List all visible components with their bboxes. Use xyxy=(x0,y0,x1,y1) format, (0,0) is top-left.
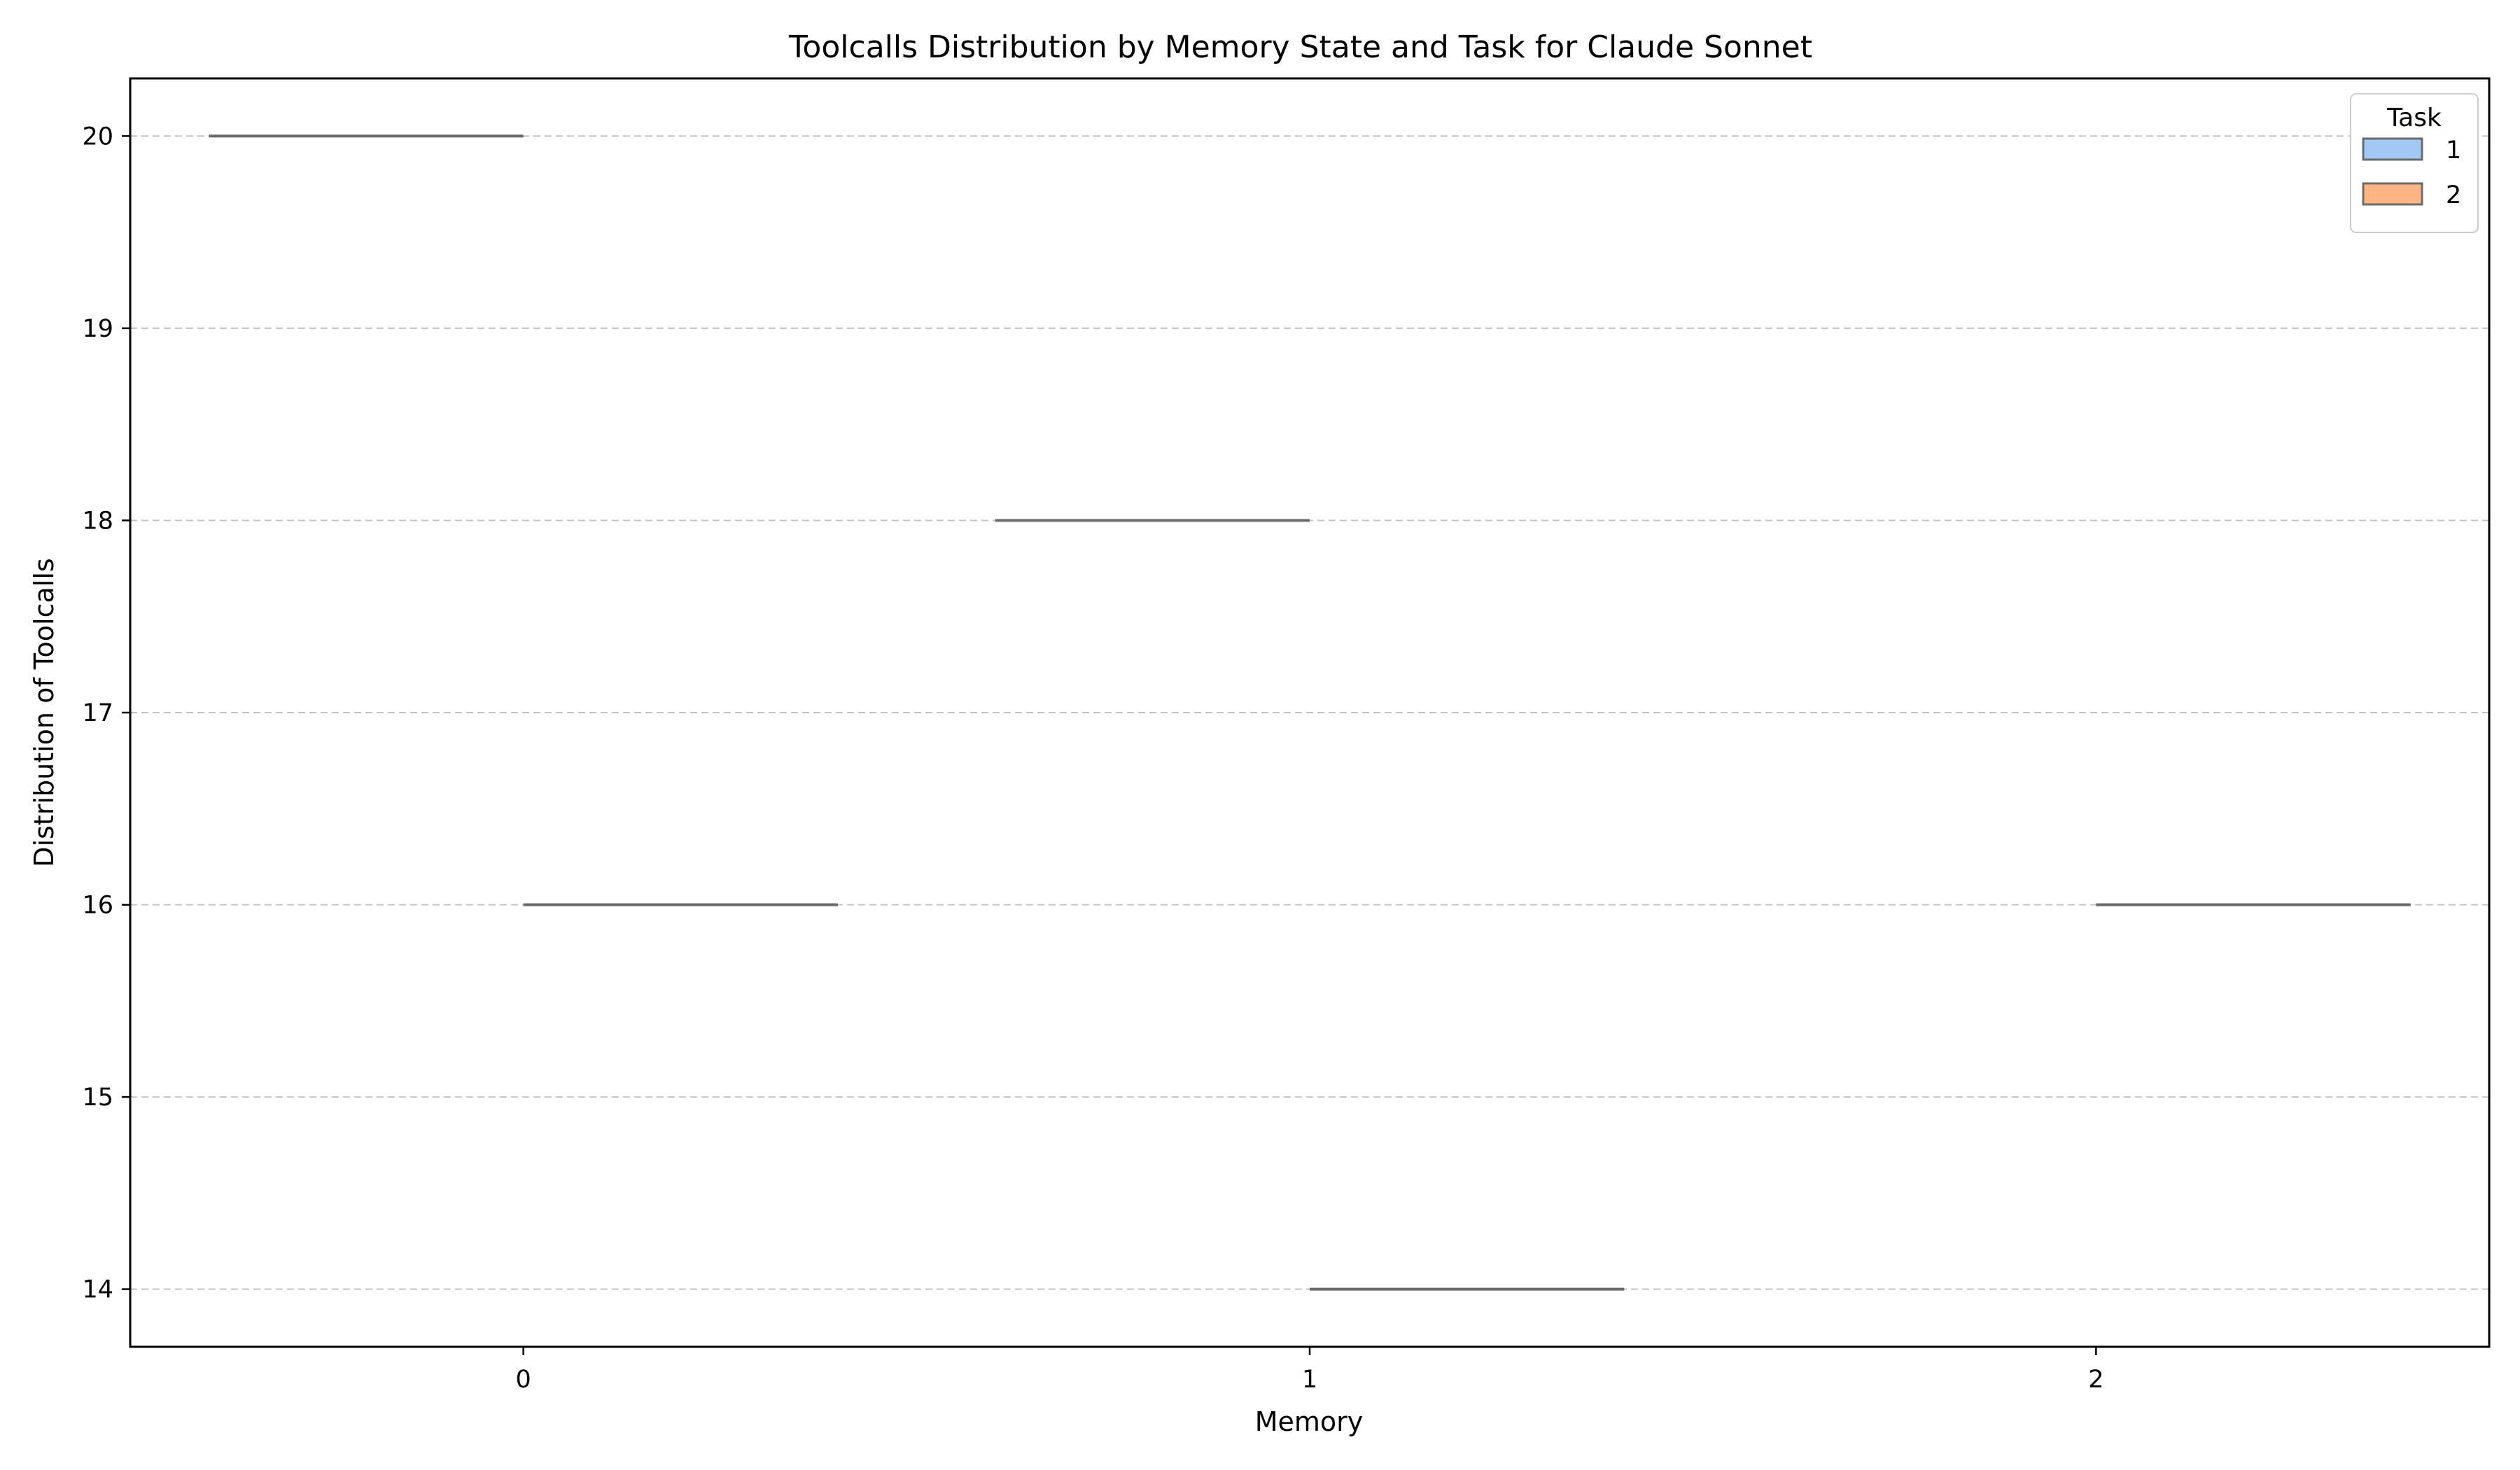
x-axis-label: Memory xyxy=(1255,1406,1364,1437)
legend-swatch-2 xyxy=(2362,182,2423,206)
legend: Task 1 2 xyxy=(2350,93,2479,233)
y-tick-label: 16 xyxy=(82,892,113,920)
legend-swatch-1 xyxy=(2362,137,2423,161)
legend-label-2: 2 xyxy=(2446,181,2461,209)
y-axis-ticks: 14 15 16 17 18 19 20 xyxy=(82,122,130,1304)
y-tick-label: 14 xyxy=(82,1276,113,1304)
grid-lines xyxy=(130,135,2489,1290)
y-tick-label: 15 xyxy=(82,1084,113,1112)
plot-marks xyxy=(209,134,2411,1291)
x-tick-label: 0 xyxy=(516,1366,531,1394)
y-tick-label: 20 xyxy=(82,122,113,150)
x-tick-label: 1 xyxy=(1302,1366,1317,1394)
x-axis-ticks: 0 1 2 xyxy=(516,1347,2104,1394)
x-tick-label: 2 xyxy=(2088,1366,2104,1394)
chart-title: Toolcalls Distribution by Memory State a… xyxy=(788,29,1812,65)
legend-label-1: 1 xyxy=(2446,136,2461,164)
y-axis-label: Distribution of Toolcalls xyxy=(29,558,59,867)
y-tick-label: 17 xyxy=(82,699,113,727)
y-tick-label: 18 xyxy=(82,507,113,535)
legend-title: Task xyxy=(2386,104,2442,132)
y-tick-label: 19 xyxy=(82,315,113,343)
